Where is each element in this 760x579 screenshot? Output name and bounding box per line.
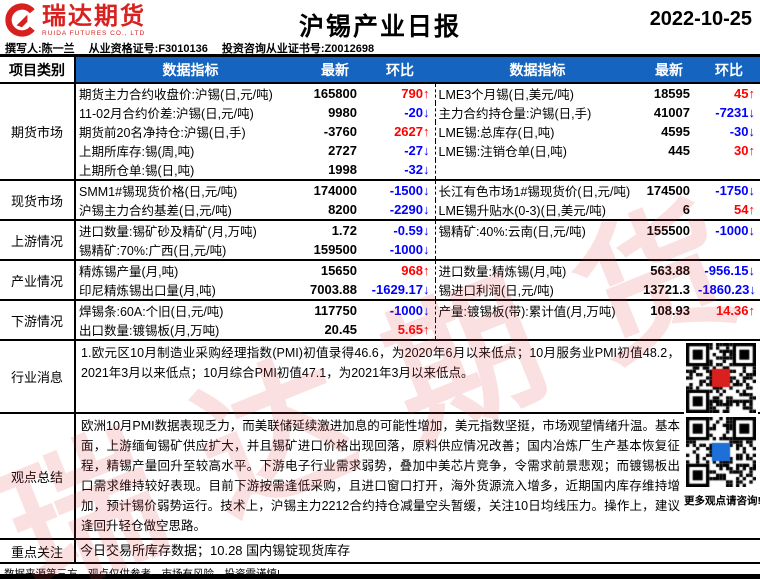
- table-row: 沪锡主力合约基差(日,元/吨) 8200 -2290↓ LME锡升贴水(0-3)…: [79, 200, 755, 220]
- brand-subtitle: RUIDA FUTURES CO., LTD: [42, 29, 146, 37]
- section-label: 重点关注: [0, 539, 76, 562]
- section-futures-market: 期货市场 期货主力合约收盘价:沪锡(日,元/吨) 165800 790↑ LME…: [0, 83, 760, 180]
- table-row: 现货市场 SMM1#锡现货价格(日,元/吨) 174000 -1500↓ 长江有…: [0, 180, 760, 220]
- col-header-indicator: 数据指标: [435, 57, 640, 83]
- table-row: 上期所库存:锡(周,吨) 2727 -27↓ LME锡:注销仓单(日,吨) 44…: [79, 141, 755, 160]
- ruida-logo-icon: [5, 3, 39, 37]
- brand-name: 瑞达期货: [42, 2, 146, 30]
- col-header-chg: 环比: [365, 57, 435, 83]
- qr-caption: 更多观点请咨询!: [684, 495, 760, 507]
- report-date: 2022-10-25: [649, 8, 752, 30]
- col-header-chg: 环比: [698, 57, 760, 83]
- section-viewpoint-summary: 观点总结 欧洲10月PMI数据表现乏力，而美联储延续激进加息的可能性增加，美元指…: [0, 413, 760, 539]
- table-header-row: 项目类别 数据指标 最新 环比 数据指标 最新 环比: [0, 57, 760, 83]
- table-row: 锡精矿:70%:广西(日,元/吨) 159500 -1000↓: [0, 240, 760, 260]
- col-header-indicator: 数据指标: [75, 57, 305, 83]
- table-row: 印尼精炼锡出口量(月,吨) 7003.88 -1629.17↓ 锡进口利润(日,…: [79, 280, 756, 300]
- table-row: 重点关注 今日交易所库存数据；10.28 国内锡锭现货库存: [0, 539, 760, 562]
- brand-logo: 瑞达期货 RUIDA FUTURES CO., LTD: [4, 2, 146, 38]
- page-title: 沪锡产业日报: [298, 13, 461, 41]
- qr-code-blue-badge-icon: [686, 417, 756, 487]
- col-header-latest: 最新: [305, 57, 365, 83]
- section-industry-news: 行业消息 1.欧元区10月制造业采购经理指数(PMI)初值录得46.6，为202…: [0, 340, 760, 413]
- table-row: 上游情况 进口数量:锡矿砂及精矿(月,万吨) 1.72 -0.59↓ 锡精矿:4…: [0, 220, 760, 260]
- section-label: 现货市场: [0, 180, 76, 220]
- qr-code-red-badge-icon: [686, 343, 756, 413]
- table-row: 11-02月合约价差:沪锡(日,元/吨) 9980 -20↓ 主力合约持仓量:沪…: [79, 103, 755, 122]
- disclaimer: 数据来源第三方，观点仅供参考。市场有风险，投资需谨慎!: [0, 562, 760, 579]
- section-upstream: 上游情况 进口数量:锡矿砂及精矿(月,万吨) 1.72 -0.59↓ 锡精矿:4…: [0, 220, 760, 260]
- table-row: 下游情况 焊锡条:60A:个旧(日,元/吨) 117750 -1000↓ 产量:…: [0, 300, 760, 340]
- table-row: 期货市场 期货主力合约收盘价:沪锡(日,元/吨) 165800 790↑ LME…: [0, 83, 760, 180]
- table-row: 产业情况 精炼锡产量(月,吨) 15650 968↑ 进口数量:精炼锡(月,吨)…: [0, 260, 760, 300]
- viewpoint-summary-text: 欧洲10月PMI数据表现乏力，而美联储延续激进加息的可能性增加，美元指数坚挺，市…: [81, 419, 680, 533]
- section-downstream: 下游情况 焊锡条:60A:个旧(日,元/吨) 117750 -1000↓ 产量:…: [0, 300, 760, 340]
- industry-news-text: 1.欧元区10月制造业采购经理指数(PMI)初值录得46.6，为2020年6月以…: [81, 346, 680, 380]
- qr-panel: 更多观点请咨询!: [684, 343, 760, 508]
- table-row: 上期所仓单:锡(日,吨) 1998 -32↓: [0, 160, 760, 180]
- table-row: 期货前20名净持仓:沪锡(日,手) -3760 2627↑ LME锡:总库存(日…: [79, 122, 755, 141]
- author-cert2: 投资咨询从业证书号:Z0012698: [221, 43, 375, 55]
- table-row: 观点总结 欧洲10月PMI数据表现乏力，而美联储延续激进加息的可能性增加，美元指…: [0, 413, 760, 539]
- section-label: 上游情况: [0, 220, 76, 260]
- section-label: 期货市场: [0, 83, 76, 180]
- section-industry: 产业情况 精炼锡产量(月,吨) 15650 968↑ 进口数量:精炼锡(月,吨)…: [0, 260, 760, 300]
- key-focus-text: 今日交易所库存数据；10.28 国内锡锭现货库存: [80, 543, 351, 558]
- table-row: 出口数量:镀锡板(月,万吨) 20.45 5.65↑: [0, 320, 760, 340]
- section-spot-market: 现货市场 SMM1#锡现货价格(日,元/吨) 174000 -1500↓ 长江有…: [0, 180, 760, 220]
- table-row: 行业消息 1.欧元区10月制造业采购经理指数(PMI)初值录得46.6，为202…: [0, 340, 760, 413]
- col-header-category: 项目类别: [0, 57, 76, 83]
- author-name: 撰写人:陈一兰: [5, 43, 75, 55]
- section-label: 行业消息: [0, 340, 76, 413]
- section-label: 观点总结: [0, 413, 76, 539]
- section-label: 下游情况: [0, 300, 76, 340]
- data-table: 项目类别 数据指标 最新 环比 数据指标 最新 环比 期货市场 期货主力合约收盘…: [0, 57, 760, 562]
- col-header-latest: 最新: [640, 57, 698, 83]
- author-cert1: 从业资格证号:F3010136: [88, 43, 208, 55]
- section-label: 产业情况: [0, 260, 76, 300]
- report-header: 瑞达期货 RUIDA FUTURES CO., LTD 沪锡产业日报 2022-…: [0, 0, 760, 41]
- section-key-focus: 重点关注 今日交易所库存数据；10.28 国内锡锭现货库存: [0, 539, 760, 562]
- author-line: 撰写人:陈一兰 从业资格证号:F3010136 投资咨询从业证书号:Z0012698: [0, 40, 760, 57]
